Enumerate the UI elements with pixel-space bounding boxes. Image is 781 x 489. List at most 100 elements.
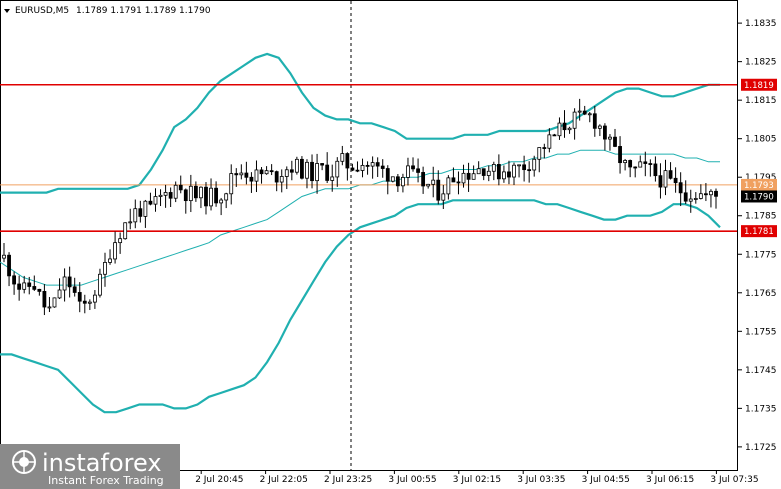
- candle: [709, 189, 713, 208]
- chart-header: EURUSD,M5 1.1789 1.1791 1.1789 1.1790: [4, 6, 211, 16]
- x-tick-label: 2 Jul 20:45: [195, 475, 243, 485]
- candle: [557, 117, 562, 140]
- candle: [188, 174, 193, 213]
- candle: [577, 98, 582, 121]
- support-price-label: 1.1781: [741, 225, 777, 238]
- candle: [618, 136, 622, 174]
- candle: [628, 159, 633, 178]
- candle: [613, 128, 617, 148]
- brand-tagline: Instant Forex Trading: [48, 474, 164, 487]
- candle: [623, 158, 628, 171]
- candle: [274, 170, 279, 192]
- y-tick-label: 1.1825: [745, 58, 777, 68]
- candle: [219, 197, 224, 216]
- candle: [229, 164, 234, 205]
- candle: [77, 282, 82, 313]
- candle: [491, 161, 496, 181]
- candle: [178, 175, 183, 194]
- svg-text:1.1790: 1.1790: [744, 192, 774, 202]
- candle: [401, 173, 405, 193]
- candle: [522, 155, 527, 182]
- candle: [582, 105, 587, 116]
- y-tick-label: 1.1755: [745, 327, 777, 337]
- candle: [47, 297, 52, 313]
- candle: [67, 266, 72, 298]
- svg-text:1.1793: 1.1793: [744, 181, 774, 191]
- candle: [562, 110, 567, 138]
- y-tick-label: 1.1785: [745, 212, 777, 222]
- x-tick-label: 2 Jul 22:05: [260, 475, 308, 485]
- x-tick-label: 3 Jul 02:15: [453, 475, 501, 485]
- candle: [204, 182, 208, 215]
- candle: [673, 167, 678, 193]
- y-tick-label: 1.1725: [745, 443, 777, 453]
- candle: [390, 176, 395, 183]
- candle: [704, 183, 708, 202]
- candle: [118, 232, 123, 254]
- candle: [527, 161, 532, 183]
- candle: [269, 164, 274, 176]
- candle: [567, 126, 572, 134]
- candle: [552, 133, 557, 137]
- candle: [209, 178, 213, 211]
- candle: [72, 277, 77, 297]
- candle: [653, 156, 658, 182]
- candle: [305, 159, 309, 189]
- candle: [360, 158, 365, 178]
- bollinger-upper-line: [0, 52, 720, 194]
- candle: [683, 180, 688, 205]
- candle: [355, 161, 360, 173]
- candle: [22, 275, 27, 294]
- candle: [108, 249, 112, 265]
- candle: [325, 152, 330, 184]
- candle: [365, 161, 370, 175]
- candle: [234, 168, 239, 187]
- candle: [315, 153, 319, 194]
- candle: [193, 181, 198, 202]
- candle: [542, 143, 547, 159]
- x-tick-label: 3 Jul 04:55: [582, 475, 630, 485]
- candle: [52, 297, 57, 308]
- quote-values: 1.1789 1.1791 1.1789 1.1790: [76, 6, 211, 16]
- candle: [638, 155, 643, 168]
- instaforex-logo-icon: [12, 450, 36, 474]
- candle: [385, 165, 390, 195]
- price-axis: 1.1835 1.1825 1.1815 1.1805 1.1795 1.1785 1.17…: [738, 19, 777, 453]
- candle: [259, 167, 264, 184]
- candle: [350, 163, 355, 172]
- candle: [678, 172, 683, 207]
- candle: [466, 162, 471, 192]
- dropdown-triangle-icon[interactable]: [4, 9, 10, 13]
- candle: [507, 160, 511, 185]
- candle: [446, 175, 451, 200]
- candles: [2, 98, 718, 316]
- candle: [42, 284, 47, 316]
- candle: [395, 173, 400, 192]
- candle: [168, 187, 173, 207]
- candle: [57, 278, 62, 300]
- candle: [7, 252, 11, 287]
- candle: [663, 159, 668, 196]
- candle: [517, 164, 521, 178]
- candle: [133, 199, 138, 229]
- candle: [496, 154, 501, 186]
- candle: [370, 156, 375, 179]
- candle: [486, 165, 491, 182]
- candle: [254, 160, 259, 193]
- candle: [658, 163, 663, 199]
- y-tick-label: 1.1835: [745, 19, 777, 29]
- candle: [416, 158, 420, 183]
- y-tick-label: 1.1775: [745, 250, 777, 260]
- candle: [143, 199, 148, 228]
- candle: [12, 271, 16, 295]
- candle: [264, 166, 269, 175]
- candle: [249, 172, 254, 193]
- watermark: instaforex Instant Forex Trading: [0, 444, 180, 489]
- candle: [17, 275, 22, 301]
- candle: [537, 147, 542, 173]
- y-tick-label: 1.1735: [745, 404, 777, 414]
- y-tick-label: 1.1805: [745, 135, 777, 145]
- candle: [87, 299, 92, 311]
- candle: [587, 111, 592, 123]
